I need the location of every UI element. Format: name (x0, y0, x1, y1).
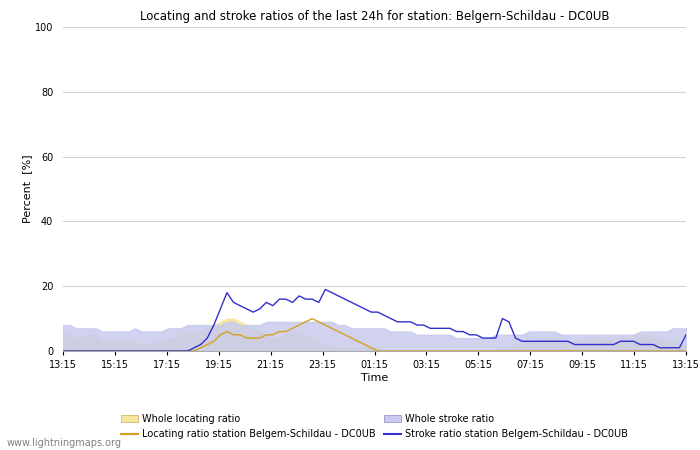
Title: Locating and stroke ratios of the last 24h for station: Belgern-Schildau - DC0UB: Locating and stroke ratios of the last 2… (140, 10, 609, 23)
Legend: Whole locating ratio, Locating ratio station Belgem-Schildau - DC0UB, Whole stro: Whole locating ratio, Locating ratio sta… (121, 414, 628, 439)
Y-axis label: Percent  [%]: Percent [%] (22, 155, 32, 223)
Text: www.lightningmaps.org: www.lightningmaps.org (7, 438, 122, 448)
X-axis label: Time: Time (361, 373, 388, 383)
